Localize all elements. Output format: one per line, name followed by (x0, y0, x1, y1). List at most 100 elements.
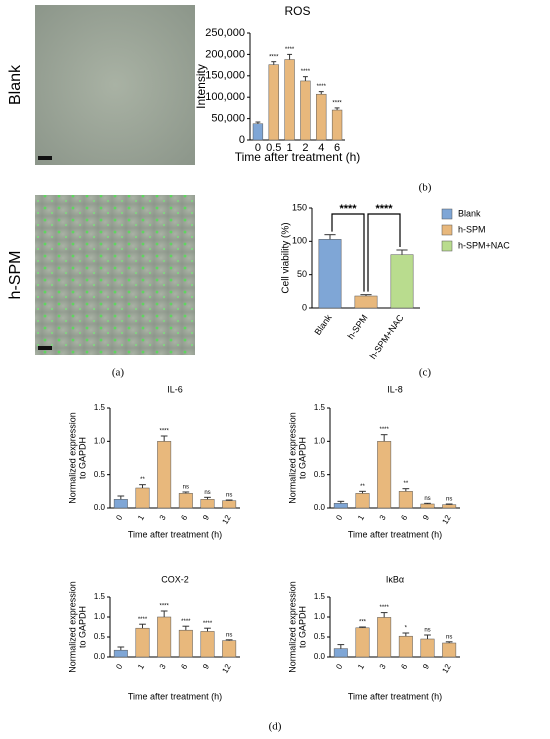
bar (178, 629, 193, 658)
y-axis-label: Normalized expression (67, 412, 77, 504)
significance-label: **** (317, 84, 327, 90)
x-tick-label: Blank (312, 312, 333, 337)
significance-label: ns (446, 497, 452, 503)
significance-label: ns (424, 496, 430, 502)
significance-label: **** (332, 100, 342, 106)
significance-label: **** (301, 69, 311, 75)
bar (222, 640, 237, 658)
y-tick-label: 200,000 (205, 48, 245, 60)
bar (318, 239, 342, 309)
image-label: h-SPM (7, 251, 24, 300)
significance-label: **** (379, 427, 389, 433)
chart-title: ROS (284, 4, 310, 18)
chart-title: IL-8 (387, 384, 403, 394)
significance-label: ns (183, 485, 189, 491)
y-tick-label: 250,000 (205, 27, 245, 39)
bar (420, 503, 435, 509)
x-tick-label: 2 (302, 142, 308, 154)
x-tick-label: 0 (114, 513, 124, 522)
significance-label: *** (359, 620, 367, 626)
bar (284, 59, 295, 141)
significance-label: **** (159, 429, 169, 435)
x-tick-label: 0.5 (266, 142, 281, 154)
y-axis-label: Normalized expression (67, 581, 77, 673)
significance-label: **** (375, 203, 393, 215)
x-tick-label: 9 (421, 662, 431, 671)
x-tick-label: 6 (399, 513, 409, 522)
bar (200, 499, 215, 509)
micrograph (35, 195, 195, 355)
x-axis-label: Time after treatment (h) (128, 529, 222, 539)
y-tick-label: 0 (302, 302, 307, 312)
bar (420, 638, 435, 658)
y-tick-label: 0.5 (314, 470, 326, 479)
bar (252, 123, 264, 141)
y-tick-label: 0.0 (94, 652, 106, 661)
significance-label: ** (360, 484, 365, 490)
significance-label: ns (226, 493, 232, 499)
bar (355, 493, 370, 509)
bar (157, 441, 172, 509)
significance-label: **** (159, 604, 169, 610)
chart-title: COX-2 (161, 574, 189, 584)
x-axis-label: Time after treatment (h) (128, 691, 222, 701)
legend-swatch (441, 224, 453, 236)
significance-label: **** (138, 617, 148, 623)
panel-label: (a) (112, 367, 125, 379)
scale-bar (38, 346, 52, 350)
y-tick-label: 0 (239, 134, 245, 146)
x-axis-label: Time after treatment (h) (348, 529, 442, 539)
y-tick-label: 0.5 (314, 632, 326, 641)
significance-label: **** (339, 203, 357, 215)
y-tick-label: 1.0 (94, 436, 106, 445)
legend-label: h-SPM (458, 224, 486, 234)
x-tick-label: h-SPM (346, 313, 370, 341)
y-axis-label: Normalized expression (287, 412, 297, 504)
significance-label: * (405, 626, 408, 632)
y-axis-label: to GAPDH (77, 606, 87, 648)
significance-label: **** (203, 621, 213, 627)
bar (377, 617, 392, 658)
panel-label: (d) (269, 721, 282, 733)
x-tick-label: 6 (399, 662, 409, 671)
bar (135, 627, 150, 658)
significance-label: ns (424, 628, 430, 634)
significance-label: ns (446, 634, 452, 640)
x-tick-label: 4 (318, 142, 324, 154)
legend-label: h-SPM+NAC (458, 240, 510, 250)
image-label: Blank (7, 64, 24, 105)
y-tick-label: 100,000 (205, 91, 245, 103)
y-tick-label: 0.5 (94, 632, 106, 641)
x-tick-label: 3 (158, 513, 168, 522)
bar (354, 295, 378, 309)
x-tick-label: 12 (220, 662, 233, 675)
y-tick-label: 0.0 (314, 652, 326, 661)
panel-label: (c) (419, 367, 432, 379)
x-tick-label: 1 (356, 513, 366, 522)
significance-bracket (331, 213, 365, 292)
bar (178, 493, 193, 509)
bar (113, 649, 128, 658)
y-tick-label: 100 (292, 236, 307, 246)
bar (398, 491, 413, 509)
y-axis-label: to GAPDH (297, 437, 307, 479)
significance-label: ns (204, 490, 210, 496)
x-tick-label: 12 (220, 513, 233, 526)
significance-label: **** (269, 54, 279, 60)
bar (390, 254, 414, 309)
y-axis-label: Normalized expression (287, 581, 297, 673)
y-tick-label: 1.5 (94, 592, 106, 601)
legend-swatch (441, 240, 453, 252)
legend-label: Blank (458, 208, 481, 218)
bar (355, 627, 370, 658)
significance-label: **** (181, 619, 191, 625)
micrograph (35, 5, 195, 165)
significance-label: **** (285, 47, 295, 53)
bar (398, 635, 413, 658)
x-tick-label: 6 (179, 662, 189, 671)
x-tick-label: 1 (136, 662, 146, 671)
x-tick-label: 6 (334, 142, 340, 154)
bar (333, 648, 348, 658)
x-tick-label: 12 (440, 662, 453, 675)
bar (200, 631, 215, 658)
